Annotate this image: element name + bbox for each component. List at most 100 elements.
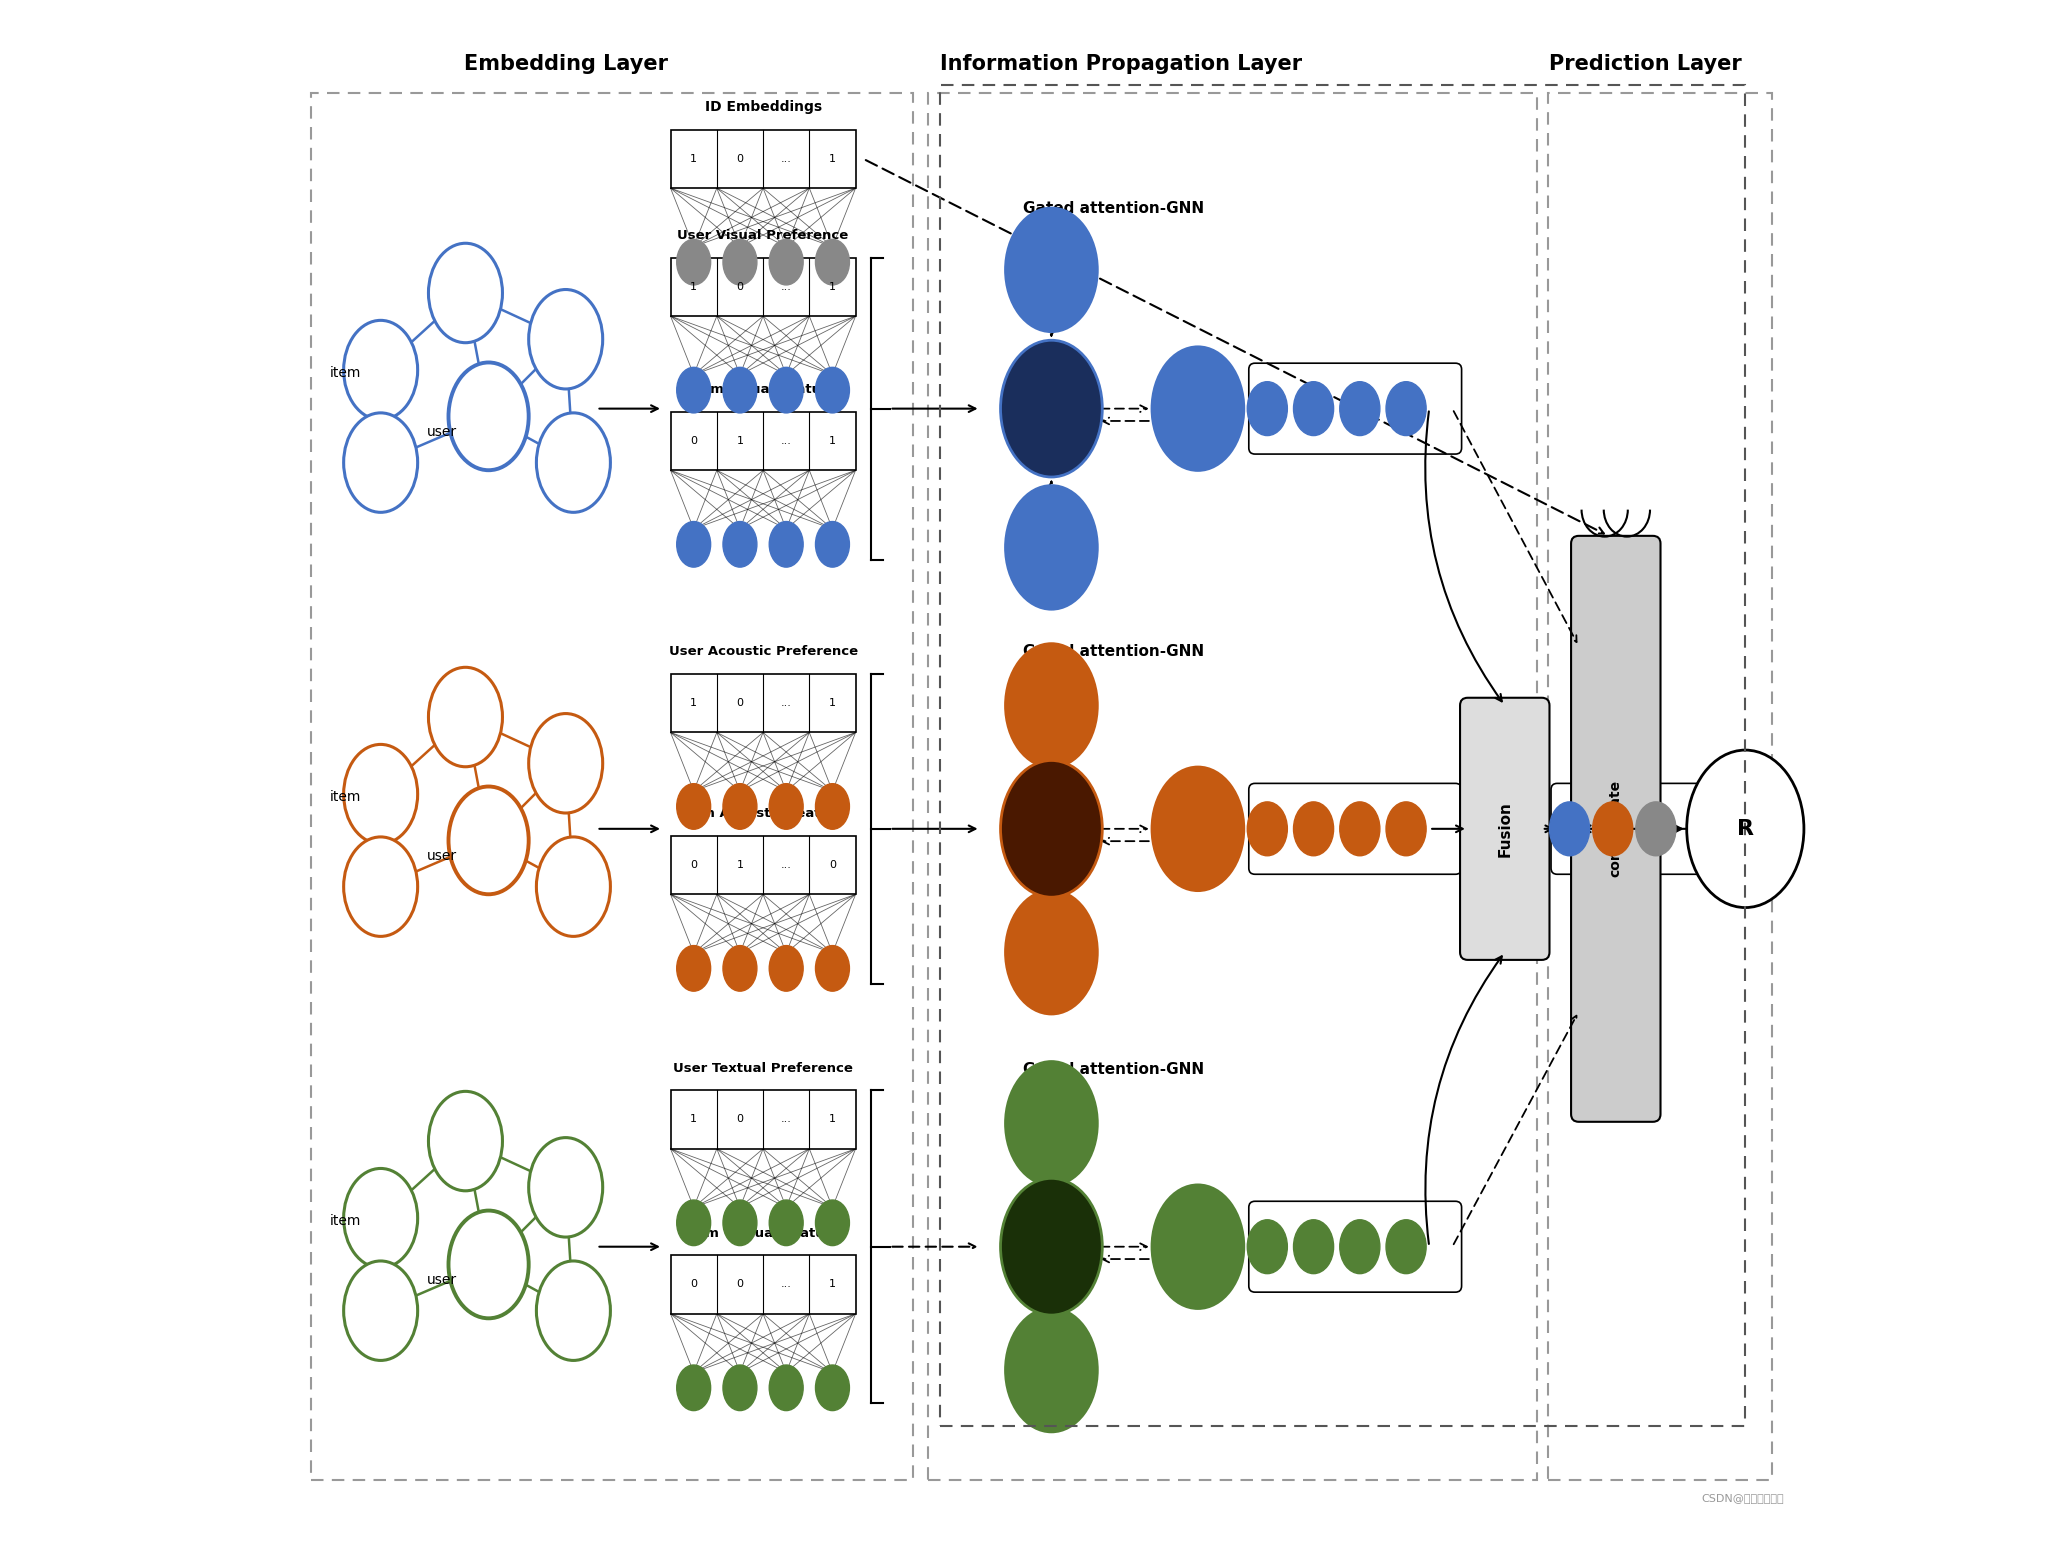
Ellipse shape xyxy=(448,1210,528,1318)
Text: 1: 1 xyxy=(690,699,696,708)
Ellipse shape xyxy=(1550,802,1589,856)
FancyBboxPatch shape xyxy=(1249,1201,1461,1292)
Ellipse shape xyxy=(452,791,526,890)
Text: ...: ... xyxy=(781,282,792,291)
Ellipse shape xyxy=(344,1169,419,1268)
Ellipse shape xyxy=(429,668,503,766)
Text: item: item xyxy=(329,365,361,381)
Ellipse shape xyxy=(1001,1178,1102,1315)
Text: ID Embeddings: ID Embeddings xyxy=(704,100,823,114)
FancyBboxPatch shape xyxy=(671,1255,856,1314)
Ellipse shape xyxy=(537,1261,611,1360)
Ellipse shape xyxy=(537,413,611,512)
Ellipse shape xyxy=(1293,382,1334,435)
Text: 1: 1 xyxy=(736,436,744,446)
Ellipse shape xyxy=(1247,802,1287,856)
Text: ...: ... xyxy=(781,436,792,446)
Text: 0: 0 xyxy=(736,282,744,291)
Ellipse shape xyxy=(528,1138,603,1237)
Text: ...: ... xyxy=(781,1280,792,1289)
Ellipse shape xyxy=(1341,802,1380,856)
Ellipse shape xyxy=(678,367,711,413)
Text: Gated attention-GNN: Gated attention-GNN xyxy=(1024,200,1204,216)
Text: Gated attention-GNN: Gated attention-GNN xyxy=(1024,645,1204,658)
Text: Item Textual Feature: Item Textual Feature xyxy=(686,1227,841,1240)
Ellipse shape xyxy=(769,1200,804,1246)
FancyBboxPatch shape xyxy=(671,130,856,188)
Ellipse shape xyxy=(816,367,850,413)
Ellipse shape xyxy=(1005,1061,1098,1186)
Text: 0: 0 xyxy=(736,1115,744,1124)
Ellipse shape xyxy=(1386,802,1426,856)
Text: 0: 0 xyxy=(690,1280,696,1289)
Ellipse shape xyxy=(1687,749,1805,908)
Text: 0: 0 xyxy=(736,1280,744,1289)
Ellipse shape xyxy=(1152,347,1243,470)
Ellipse shape xyxy=(344,745,419,843)
Ellipse shape xyxy=(1152,766,1243,891)
Text: 1: 1 xyxy=(690,154,696,163)
Ellipse shape xyxy=(1386,382,1426,435)
Ellipse shape xyxy=(344,413,419,512)
Text: ...: ... xyxy=(781,860,792,870)
Text: User Acoustic Preference: User Acoustic Preference xyxy=(669,646,858,658)
FancyBboxPatch shape xyxy=(1552,783,1718,874)
Ellipse shape xyxy=(769,367,804,413)
Ellipse shape xyxy=(429,244,503,342)
Text: R: R xyxy=(1736,819,1753,839)
Text: User Textual Preference: User Textual Preference xyxy=(673,1062,854,1075)
FancyBboxPatch shape xyxy=(671,412,856,470)
Ellipse shape xyxy=(769,945,804,992)
Text: item: item xyxy=(329,790,361,805)
FancyBboxPatch shape xyxy=(671,836,856,894)
Ellipse shape xyxy=(678,1365,711,1411)
Text: 0: 0 xyxy=(690,436,696,446)
Text: 1: 1 xyxy=(829,1280,835,1289)
Ellipse shape xyxy=(723,521,756,567)
Text: 0: 0 xyxy=(736,154,744,163)
Text: 1: 1 xyxy=(829,282,835,291)
Text: Gated attention-GNN: Gated attention-GNN xyxy=(1024,1062,1204,1076)
Ellipse shape xyxy=(1293,1220,1334,1274)
Text: 0: 0 xyxy=(829,860,835,870)
Ellipse shape xyxy=(1635,802,1676,856)
Ellipse shape xyxy=(1005,208,1098,332)
Text: User Visual Preference: User Visual Preference xyxy=(678,230,850,242)
Ellipse shape xyxy=(678,1200,711,1246)
Text: 1: 1 xyxy=(690,282,696,291)
Ellipse shape xyxy=(1005,1308,1098,1433)
Ellipse shape xyxy=(1293,802,1334,856)
Ellipse shape xyxy=(723,239,756,285)
Text: ...: ... xyxy=(754,1252,771,1271)
Ellipse shape xyxy=(816,783,850,830)
Ellipse shape xyxy=(816,521,850,567)
Text: Fusion: Fusion xyxy=(1498,800,1513,857)
Ellipse shape xyxy=(448,786,528,894)
FancyBboxPatch shape xyxy=(671,1090,856,1149)
Ellipse shape xyxy=(723,783,756,830)
Text: 1: 1 xyxy=(829,154,835,163)
Ellipse shape xyxy=(723,1365,756,1411)
Ellipse shape xyxy=(1001,760,1102,897)
Text: Information Propagation Layer: Information Propagation Layer xyxy=(941,54,1301,74)
Ellipse shape xyxy=(1005,486,1098,609)
Text: Embedding Layer: Embedding Layer xyxy=(464,54,667,74)
FancyBboxPatch shape xyxy=(1249,364,1461,453)
Text: 1: 1 xyxy=(829,1115,835,1124)
Ellipse shape xyxy=(344,837,419,936)
Ellipse shape xyxy=(1247,382,1287,435)
FancyBboxPatch shape xyxy=(671,674,856,732)
FancyBboxPatch shape xyxy=(1571,535,1660,1123)
Ellipse shape xyxy=(1341,382,1380,435)
Ellipse shape xyxy=(528,290,603,389)
Text: ...: ... xyxy=(754,836,771,854)
Text: ...: ... xyxy=(754,419,771,438)
Ellipse shape xyxy=(723,367,756,413)
Text: 0: 0 xyxy=(736,699,744,708)
Ellipse shape xyxy=(816,1200,850,1246)
Ellipse shape xyxy=(452,1215,526,1314)
Text: 1: 1 xyxy=(736,860,744,870)
Text: user: user xyxy=(427,848,458,864)
Text: 0: 0 xyxy=(690,860,696,870)
Text: Item Visual Feature: Item Visual Feature xyxy=(690,384,837,396)
